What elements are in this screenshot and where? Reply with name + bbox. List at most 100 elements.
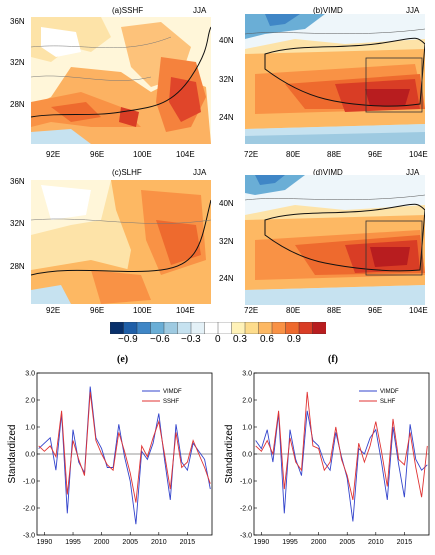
legend-label: SSHF [163, 399, 179, 405]
panel-d-season: JJA [406, 168, 420, 177]
chart-f: 3.0 2.0 1.0 0.0 -1.0 -2.0 -3.0 1990 1995 2000 2005… [218, 370, 435, 550]
panel-b-title: (b)VIMD [313, 6, 343, 15]
x-tick-label: 1995 [282, 539, 298, 546]
panel-a-xlabel: 104E [176, 150, 195, 159]
y-tick-label: 3.0 [25, 371, 35, 378]
colorbar-tick: 0.3 [233, 334, 247, 345]
colorbar-swatch [150, 321, 165, 335]
legend-label: VIMDF [380, 389, 399, 395]
colorbar-tick: −0.6 [150, 334, 170, 345]
colorbar [109, 321, 327, 339]
y-tick-label: 1.0 [25, 425, 35, 432]
panel-d-xlabel: 80E [286, 306, 301, 315]
panel-b-ylabel: 40N [219, 36, 234, 45]
x-tick-label: 2015 [180, 539, 196, 546]
colorbar-swatch [271, 321, 287, 335]
panel-c-ylabel: 32N [10, 219, 25, 228]
panel-a-ylabel: 36N [10, 17, 25, 26]
panel-c-ylabel: 28N [10, 262, 25, 271]
panel-b-ylabel: 24N [219, 113, 234, 122]
panel-d-xlabel: 104E [409, 306, 428, 315]
panel-d-xlabel: 72E [244, 306, 259, 315]
colorbar-swatch [298, 321, 314, 335]
x-tick-label: 2010 [368, 539, 384, 546]
y-tick-label: -3.0 [240, 533, 252, 540]
colorbar-tick: 0.9 [287, 334, 301, 345]
y-tick-label: -1.0 [23, 479, 35, 486]
colorbar-swatch [190, 321, 206, 335]
y-tick-label: -1.0 [240, 479, 252, 486]
panel-b-season: JJA [406, 6, 420, 15]
y-axis-label: Standardized [7, 425, 18, 484]
panel-c-xlabel: 96E [90, 306, 105, 315]
panel-b-map [245, 14, 425, 144]
panel-b-xlabel: 104E [409, 150, 428, 159]
panel-b-ylabel: 32N [219, 75, 234, 84]
colorbar-swatch [177, 321, 192, 335]
colorbar-swatch [258, 321, 273, 335]
colorbar-swatch [136, 321, 152, 335]
panel-c-ylabel: 36N [10, 177, 25, 186]
panel-f-label: (f) [328, 354, 338, 365]
colorbar-swatch [231, 321, 246, 335]
y-tick-label: 0.0 [242, 452, 252, 459]
colorbar-tick: −0.3 [181, 334, 201, 345]
panel-c-xlabel: 92E [46, 306, 61, 315]
legend-label: VIMDF [163, 389, 182, 395]
panel-c-map [31, 180, 211, 304]
panel-b-xlabel: 80E [286, 150, 301, 159]
panel-b-xlabel: 72E [244, 150, 259, 159]
colorbar-tick: 0.6 [260, 334, 274, 345]
colorbar-tick: 0 [215, 334, 221, 345]
colorbar-swatch [204, 321, 219, 335]
panel-b-xlabel: 96E [368, 150, 383, 159]
colorbar-swatch [312, 321, 327, 335]
x-tick-label: 2015 [397, 539, 413, 546]
panel-c-xlabel: 100E [133, 306, 152, 315]
y-axis-label: Standardized [224, 425, 235, 484]
panel-a-title: (a)SSHF [112, 6, 144, 15]
x-tick-label: 1990 [37, 539, 53, 546]
series-line-vimdf [255, 410, 428, 522]
x-tick-label: 1995 [65, 539, 81, 546]
panel-a-season: JJA [193, 6, 207, 15]
y-tick-label: -2.0 [23, 506, 35, 513]
x-tick-label: 1990 [254, 539, 270, 546]
panel-d-title: (d)VIMD [313, 168, 343, 177]
y-tick-label: 3.0 [242, 371, 252, 378]
y-tick-label: 2.0 [25, 398, 35, 405]
panel-a-xlabel: 92E [46, 150, 61, 159]
y-tick-label: -3.0 [23, 533, 35, 540]
y-tick-label: 2.0 [242, 398, 252, 405]
panel-b-xlabel: 88E [327, 150, 342, 159]
chart-e: 3.0 2.0 1.0 0.0 -1.0 -2.0 -3.0 1990 1995 2000 2005… [0, 370, 218, 550]
series-line-sshf [38, 391, 211, 503]
colorbar-tick: −0.9 [118, 334, 138, 345]
colorbar-swatch [217, 321, 233, 335]
x-tick-label: 2010 [151, 539, 167, 546]
x-tick-label: 2005 [339, 539, 355, 546]
panel-a-xlabel: 96E [90, 150, 105, 159]
panel-d-xlabel: 88E [327, 306, 342, 315]
y-tick-label: 1.0 [242, 425, 252, 432]
panel-d-map [245, 175, 425, 305]
panel-e-label: (e) [117, 354, 129, 365]
series-line-slhf [255, 391, 428, 501]
x-tick-label: 2000 [94, 539, 110, 546]
colorbar-swatch [123, 321, 138, 335]
x-tick-label: 2000 [311, 539, 327, 546]
panel-a-ylabel: 32N [10, 58, 25, 67]
panel-c-xlabel: 104E [176, 306, 195, 315]
panel-d-ylabel: 40N [219, 199, 234, 208]
series-line-vimdf [38, 386, 211, 525]
panel-d-ylabel: 24N [219, 274, 234, 283]
y-tick-label: -2.0 [240, 506, 252, 513]
panel-d-xlabel: 96E [368, 306, 383, 315]
panel-c-title: (c)SLHF [112, 168, 142, 177]
colorbar-swatch [285, 321, 300, 335]
panel-c-season: JJA [193, 168, 207, 177]
colorbar-swatch [163, 321, 179, 335]
colorbar-swatch [244, 321, 260, 335]
colorbar-swatch [109, 321, 125, 335]
panel-a-xlabel: 100E [133, 150, 152, 159]
